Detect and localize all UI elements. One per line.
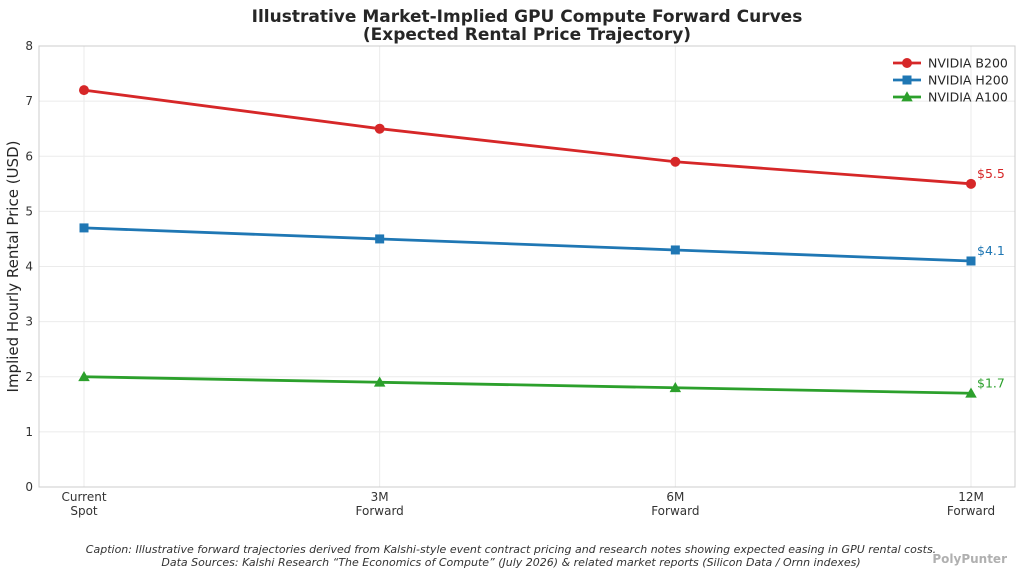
data-point — [79, 223, 89, 233]
x-tick-label-line: Forward — [651, 504, 699, 518]
y-tick-label: 5 — [25, 204, 33, 218]
legend-label: NVIDIA A100 — [928, 90, 1008, 105]
x-tick-label-line: 3M — [371, 490, 389, 504]
chart-title: Illustrative Market-Implied GPU Compute … — [252, 7, 803, 27]
legend: NVIDIA B200 NVIDIA H200 NVIDIA A100 — [893, 56, 1009, 105]
x-tick-label-line: 12M — [958, 490, 984, 504]
x-tick-label-line: Spot — [70, 504, 98, 518]
y-tick-label: 4 — [25, 260, 33, 274]
y-axis-label: Implied Hourly Rental Price (USD) — [4, 141, 22, 393]
data-point — [78, 371, 90, 382]
end-value-label: $1.7 — [977, 375, 1005, 390]
y-tick-label: 0 — [25, 480, 33, 494]
data-point — [375, 234, 385, 244]
series-nvidia-b200: $5.5 — [79, 85, 1005, 189]
data-point — [374, 123, 385, 134]
x-tick-label: 6M Forward — [651, 490, 699, 518]
plot-area — [38, 45, 1016, 488]
data-point — [902, 58, 912, 68]
data-point — [902, 75, 912, 85]
y-tick-label: 8 — [25, 39, 33, 53]
caption-line-2: Data Sources: Kalshi Research “The Econo… — [161, 556, 860, 569]
y-tick-label: 3 — [25, 315, 33, 329]
x-tick-label: 12M Forward — [947, 490, 995, 518]
series-line — [83, 226, 972, 263]
data-point — [670, 245, 680, 255]
legend-item: NVIDIA B200 — [893, 56, 1008, 71]
x-tick-label: 3M Forward — [356, 490, 404, 518]
y-tick-label: 1 — [25, 425, 33, 439]
y-axis-ticks: 0 1 2 3 4 5 6 7 8 — [25, 39, 33, 494]
data-point — [966, 256, 976, 266]
legend-item: NVIDIA H200 — [893, 73, 1009, 88]
series-line — [83, 375, 972, 395]
x-tick-label: Current Spot — [61, 490, 106, 518]
x-tick-label-line: Forward — [947, 504, 995, 518]
x-tick-label-line: Forward — [356, 504, 404, 518]
data-point — [901, 91, 913, 102]
data-point — [965, 387, 977, 398]
chart-subtitle: (Expected Rental Price Trajectory) — [363, 25, 691, 45]
legend-label: NVIDIA B200 — [928, 56, 1008, 71]
x-tick-label-line: Current — [61, 490, 106, 504]
y-tick-label: 6 — [25, 149, 33, 163]
data-point — [79, 85, 89, 96]
series-nvidia-h200: $4.1 — [79, 223, 1005, 266]
legend-label: NVIDIA H200 — [928, 73, 1009, 88]
data-point — [669, 382, 682, 393]
data-point — [373, 376, 386, 387]
data-point — [670, 156, 681, 167]
series-layer: $5.5 $4.1 $1.7 — [78, 85, 1005, 398]
series-nvidia-a100: $1.7 — [78, 371, 1005, 398]
x-tick-label-line: 6M — [666, 490, 684, 504]
end-value-label: $5.5 — [977, 166, 1005, 181]
data-point — [966, 178, 976, 189]
grid-lines — [39, 45, 1015, 488]
y-tick-label: 2 — [25, 370, 33, 384]
caption-line-1: Caption: Illustrative forward trajectori… — [86, 543, 936, 556]
end-value-label: $4.1 — [977, 243, 1005, 258]
series-line — [83, 88, 972, 186]
y-tick-label: 7 — [25, 94, 33, 108]
legend-item: NVIDIA A100 — [893, 90, 1008, 105]
watermark: PolyPunter — [932, 552, 1007, 566]
